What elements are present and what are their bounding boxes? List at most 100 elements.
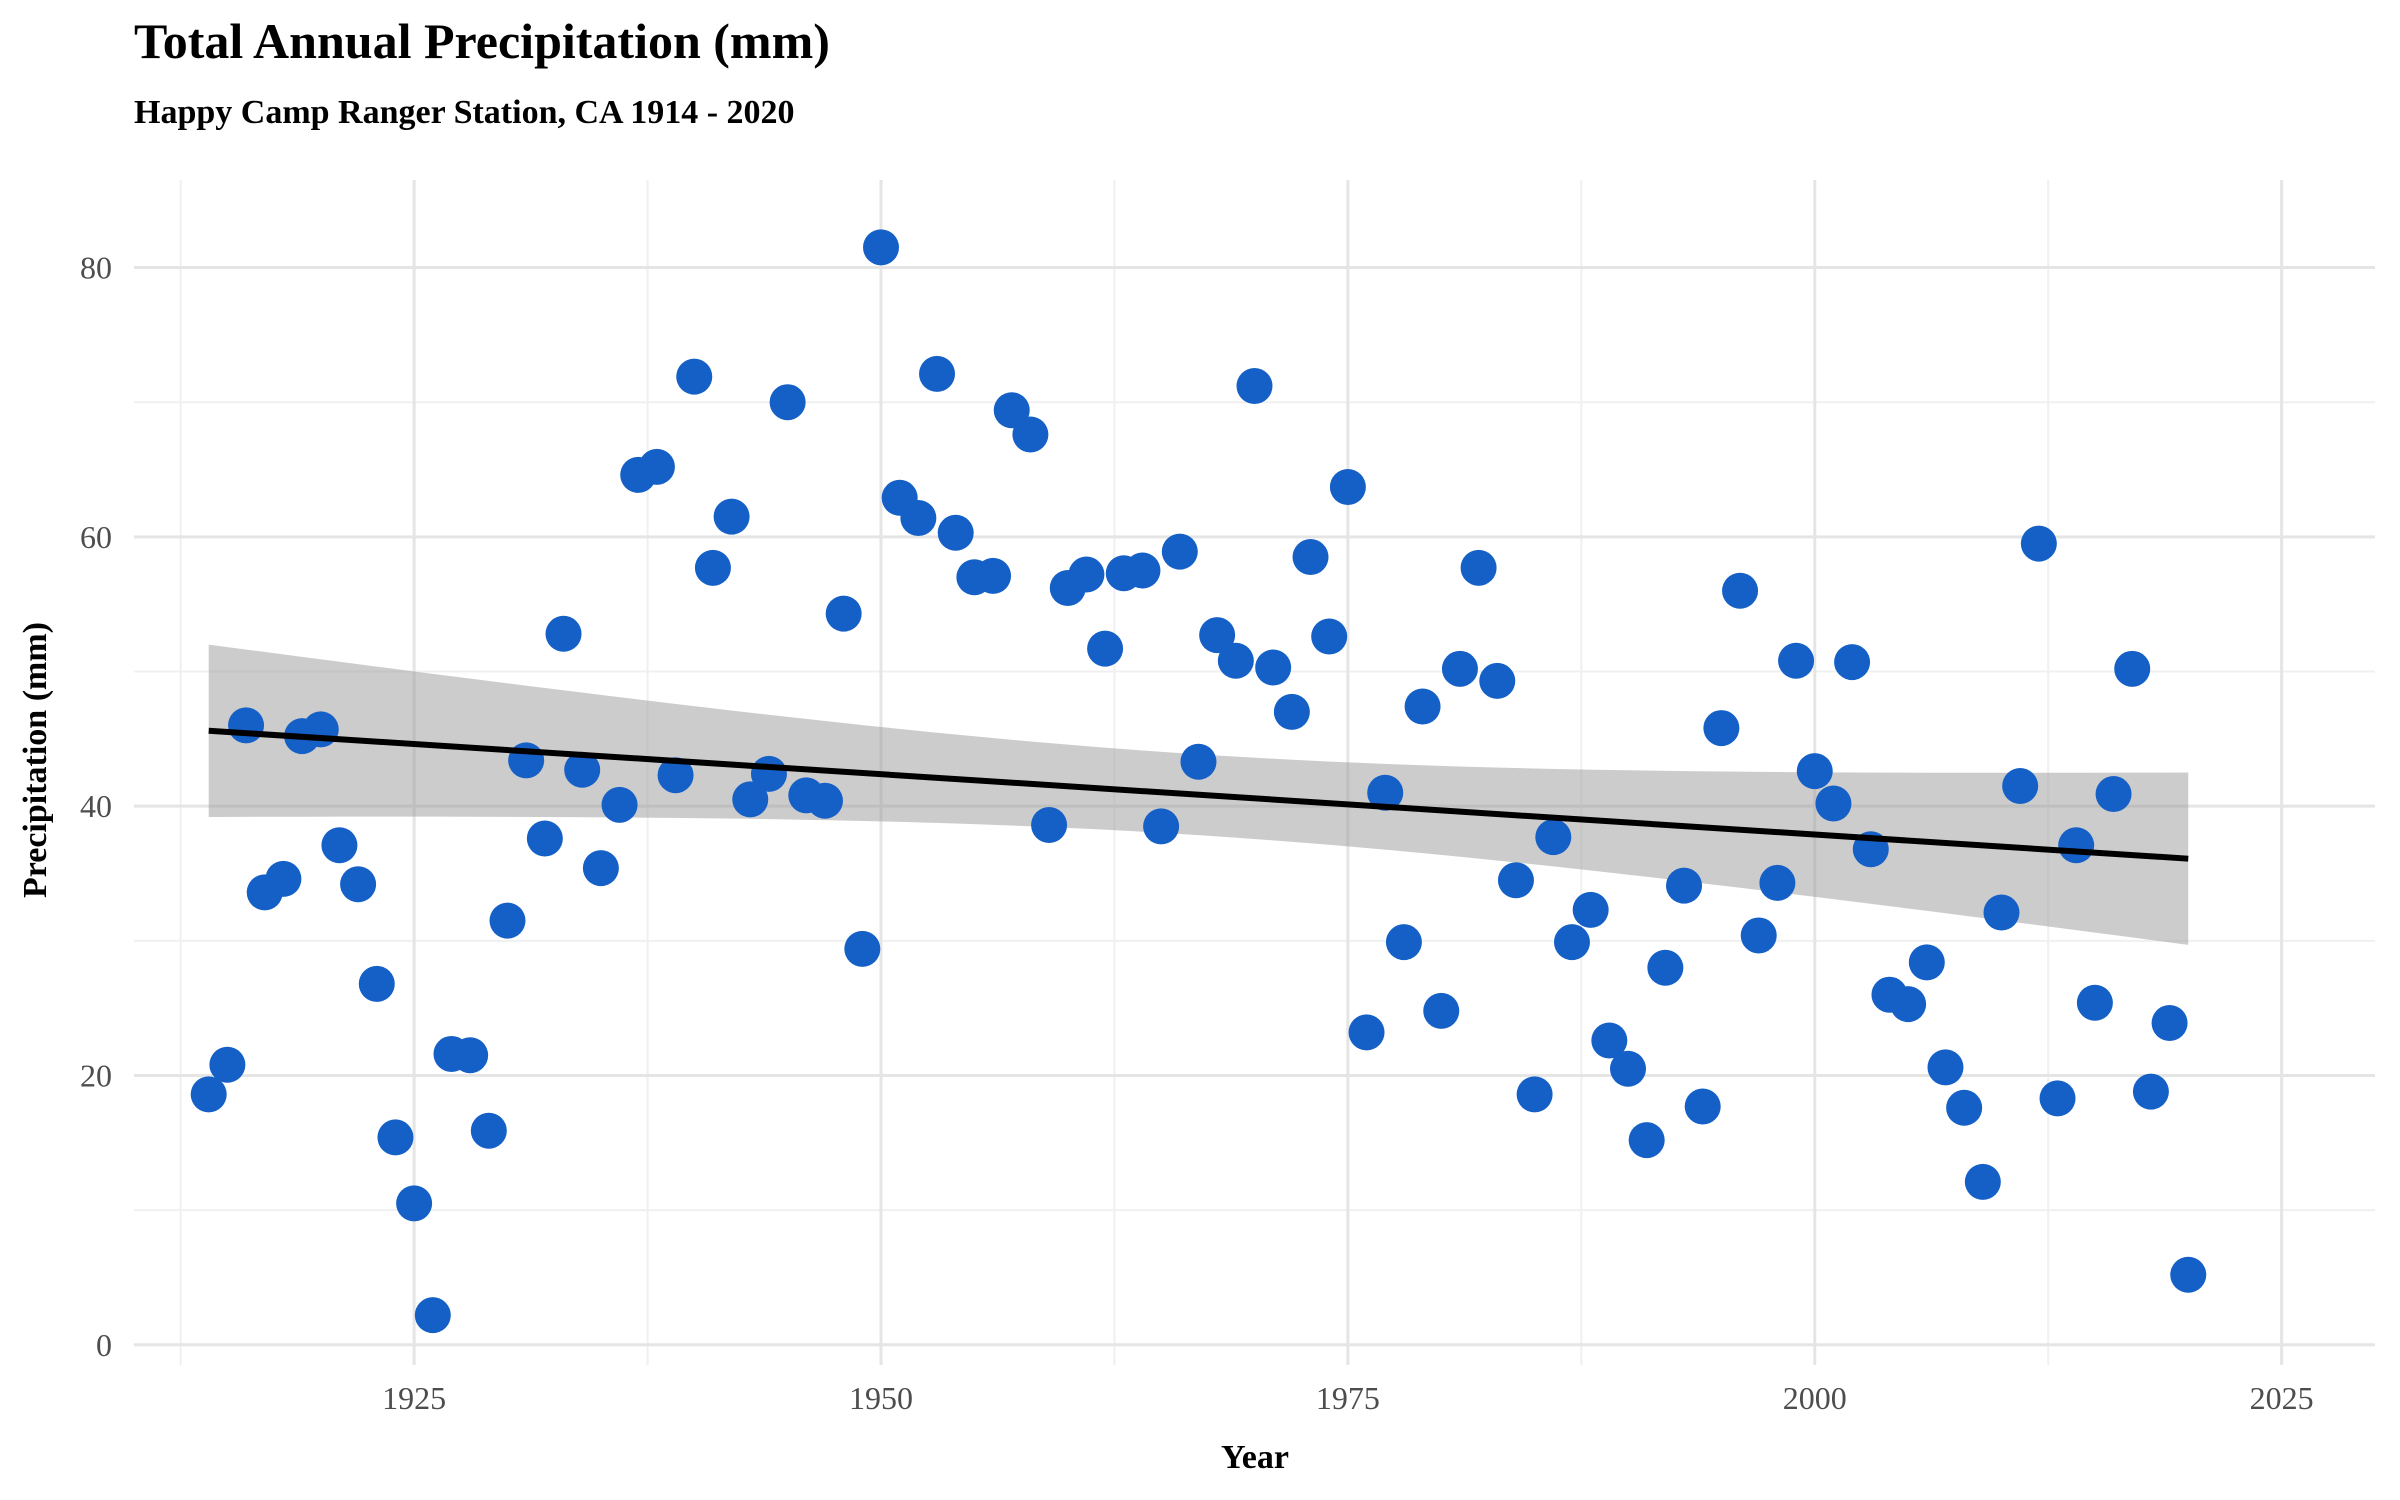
x-tick-label: 1950 — [849, 1380, 913, 1416]
data-point — [806, 782, 843, 819]
data-point — [769, 384, 806, 421]
y-tick-label: 40 — [80, 788, 112, 824]
data-point — [1292, 539, 1329, 576]
data-point — [2002, 767, 2039, 804]
data-point — [1647, 949, 1684, 986]
x-tick-label: 2000 — [1783, 1380, 1847, 1416]
data-point — [340, 866, 377, 903]
x-tick-label: 2025 — [2250, 1380, 2314, 1416]
data-point — [2170, 1256, 2207, 1293]
data-point — [358, 965, 395, 1002]
data-point — [2151, 1004, 2188, 1041]
data-point — [1236, 368, 1273, 405]
x-axis-title: Year — [1221, 1439, 1289, 1476]
data-point — [676, 358, 713, 395]
y-tick-label: 80 — [80, 250, 112, 286]
data-point — [601, 786, 638, 823]
data-point — [1684, 1088, 1721, 1125]
data-point — [396, 1185, 433, 1222]
data-point — [2020, 525, 2057, 562]
y-tick-label: 60 — [80, 519, 112, 555]
data-point — [377, 1119, 414, 1156]
data-point — [1628, 1122, 1665, 1159]
data-point — [414, 1297, 451, 1334]
data-point — [1161, 533, 1198, 570]
data-point — [265, 860, 302, 897]
data-point — [1591, 1022, 1628, 1059]
data-point — [526, 820, 563, 857]
data-point — [1012, 416, 1049, 453]
data-point — [993, 392, 1030, 429]
data-point — [1927, 1049, 1964, 1086]
data-point — [750, 755, 787, 792]
data-point — [1348, 1014, 1385, 1051]
data-point — [1666, 867, 1703, 904]
data-point — [1908, 944, 1945, 981]
data-point — [2058, 827, 2095, 864]
data-point — [582, 850, 619, 887]
data-point — [1703, 710, 1740, 747]
data-point — [2076, 984, 2113, 1021]
data-point — [489, 902, 526, 939]
y-tick-label: 20 — [80, 1057, 112, 1093]
data-point — [732, 781, 769, 818]
data-point — [321, 827, 358, 864]
data-point — [1385, 924, 1422, 961]
data-point — [919, 355, 956, 392]
data-point — [190, 1076, 227, 1113]
data-point — [900, 499, 937, 536]
data-point — [228, 707, 265, 744]
data-point — [844, 930, 881, 967]
data-point — [975, 557, 1012, 594]
data-point — [713, 498, 750, 535]
chart-title: Total Annual Precipitation (mm) — [134, 13, 830, 69]
data-point — [1087, 630, 1124, 667]
data-point — [1796, 753, 1833, 790]
data-point — [694, 549, 731, 586]
data-point — [1946, 1089, 1983, 1126]
y-tick-label: 0 — [96, 1327, 112, 1363]
data-point — [452, 1037, 489, 1074]
data-point — [1890, 986, 1927, 1023]
chart-subtitle: Happy Camp Ranger Station, CA 1914 - 202… — [134, 94, 795, 131]
data-point — [1759, 864, 1796, 901]
data-point — [1740, 917, 1777, 954]
data-point — [302, 711, 339, 748]
data-point — [1553, 924, 1590, 961]
data-point — [1722, 572, 1759, 609]
data-point — [2114, 650, 2151, 687]
data-point — [1143, 808, 1180, 845]
data-point — [1983, 894, 2020, 931]
data-point — [1516, 1076, 1553, 1113]
data-point — [1367, 774, 1404, 811]
data-point — [1311, 618, 1348, 655]
points-layer — [190, 229, 2207, 1334]
data-point — [2039, 1080, 2076, 1117]
data-point — [1964, 1163, 2001, 1200]
x-tick-label: 1925 — [382, 1380, 446, 1416]
trend-line — [208, 727, 2189, 862]
data-point — [1497, 862, 1534, 899]
data-point — [1441, 650, 1478, 687]
data-point — [1217, 642, 1254, 679]
data-point — [825, 595, 862, 632]
data-point — [1834, 644, 1871, 681]
tick-labels-layer: 1925 1950 1975 2000 2025 0 20 40 60 80 — [80, 250, 2314, 1416]
data-point — [863, 229, 899, 266]
data-point — [1535, 819, 1572, 856]
x-tick-label: 1975 — [1316, 1380, 1380, 1416]
data-point — [1815, 785, 1852, 822]
data-point — [2095, 776, 2132, 813]
data-point — [1180, 743, 1217, 780]
data-point — [1460, 549, 1497, 586]
data-point — [2132, 1073, 2169, 1110]
data-point — [1329, 469, 1366, 506]
data-point — [1479, 662, 1516, 699]
data-point — [1273, 693, 1310, 730]
data-point — [1124, 552, 1161, 589]
y-axis-title: Precipitation (mm) — [17, 622, 54, 898]
data-point — [545, 615, 582, 652]
data-point — [1423, 992, 1460, 1029]
